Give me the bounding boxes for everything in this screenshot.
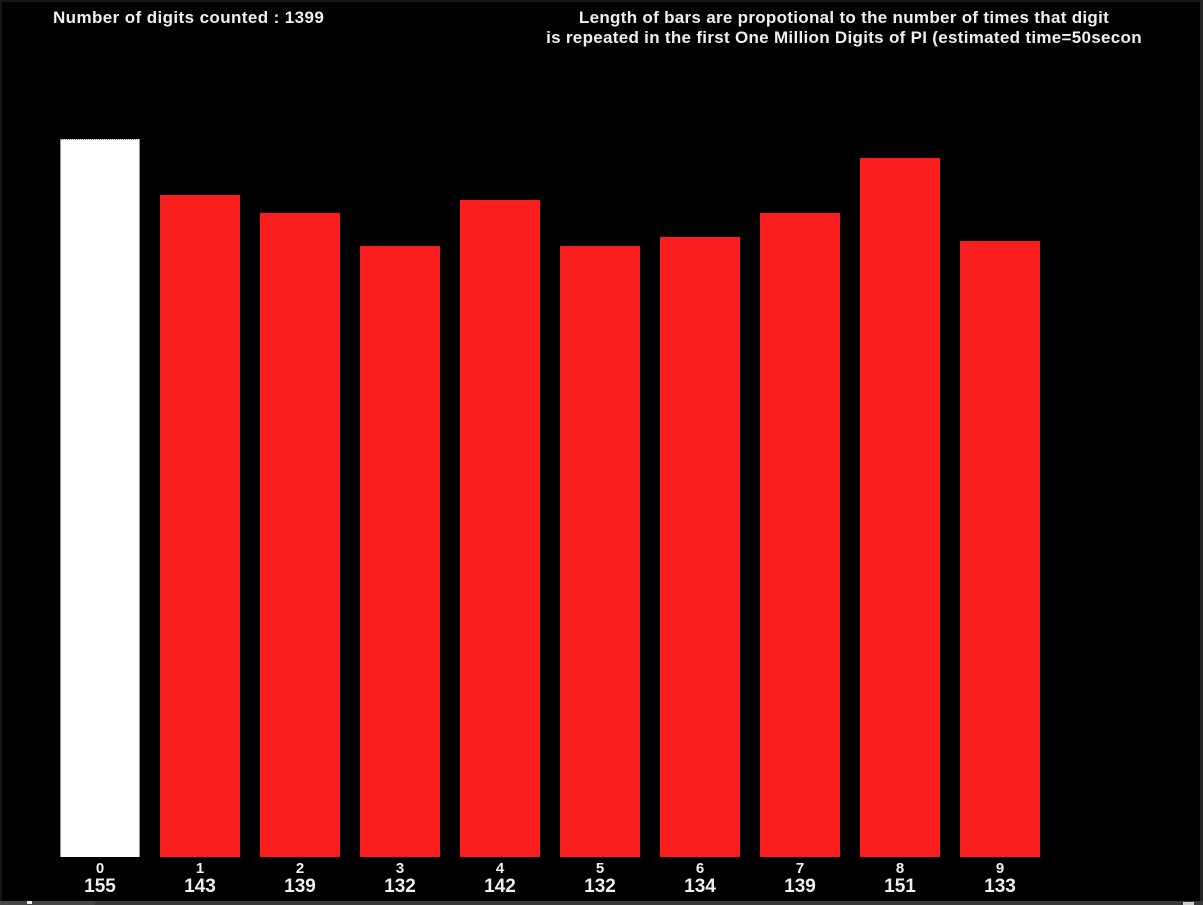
bar-label-group-6: 6 134 [660,860,740,897]
bar-label-group-3: 3 132 [360,860,440,897]
chart-title: Length of bars are propotional to the nu… [434,8,1203,48]
bar-digit-3 [360,246,440,857]
bar-count-label: 139 [784,876,816,897]
bar-digit-7 [760,213,840,857]
bar-label-group-5: 5 132 [560,860,640,897]
bar-digit-label: 5 [595,860,605,877]
bar-count-label: 139 [284,876,316,897]
bar-count-label: 132 [384,876,416,897]
bar-count-label: 155 [84,876,116,897]
bottom-scrollbar-segment[interactable] [0,901,95,905]
bar-label-group-4: 4 142 [460,860,540,897]
bar-count-label: 143 [184,876,216,897]
bar-count-label: 142 [484,876,516,897]
bar-label-group-0: 0 155 [60,860,140,897]
bar-count-label: 151 [884,876,916,897]
bar-digit-8 [860,158,940,857]
bar-digit-label: 8 [895,860,905,877]
bar-count-label: 134 [684,876,716,897]
bottom-right-tick [1183,902,1194,905]
bar-digit-label: 0 [95,860,105,877]
bar-digit-label: 7 [795,860,805,877]
bar-digit-1 [160,195,240,857]
bar-digit-2 [260,213,340,857]
chart-title-line1: Length of bars are propotional to the nu… [578,8,1110,27]
bar-label-group-8: 8 151 [860,860,940,897]
bar-label-group-9: 9 133 [960,860,1040,897]
bar-label-group-1: 1 143 [160,860,240,897]
window-border-left [0,0,2,905]
bar-label-group-2: 2 139 [260,860,340,897]
chart-title-line2: is repeated in the first One Million Dig… [546,28,1142,47]
bar-digit-label: 1 [195,860,205,877]
bar-digit-label: 3 [395,860,405,877]
window-border-right [1200,0,1203,905]
bar-digit-9 [960,241,1040,857]
bar-digit-5 [560,246,640,857]
bar-digit-0 [60,139,140,857]
bar-digit-label: 6 [695,860,705,877]
bottom-scrollbar-track[interactable] [0,901,1203,905]
digits-counted-label: Number of digits counted : 1399 [53,8,325,27]
bottom-left-tick [27,901,32,904]
window-border-top [0,0,1203,2]
bar-digit-label: 9 [995,860,1005,877]
bar-digit-label: 4 [495,860,505,877]
bar-label-group-7: 7 139 [760,860,840,897]
bar-count-label: 133 [984,876,1016,897]
bar-digit-label: 2 [295,860,305,877]
bar-digit-6 [660,237,740,857]
bar-count-label: 132 [584,876,616,897]
bar-digit-4 [460,200,540,857]
